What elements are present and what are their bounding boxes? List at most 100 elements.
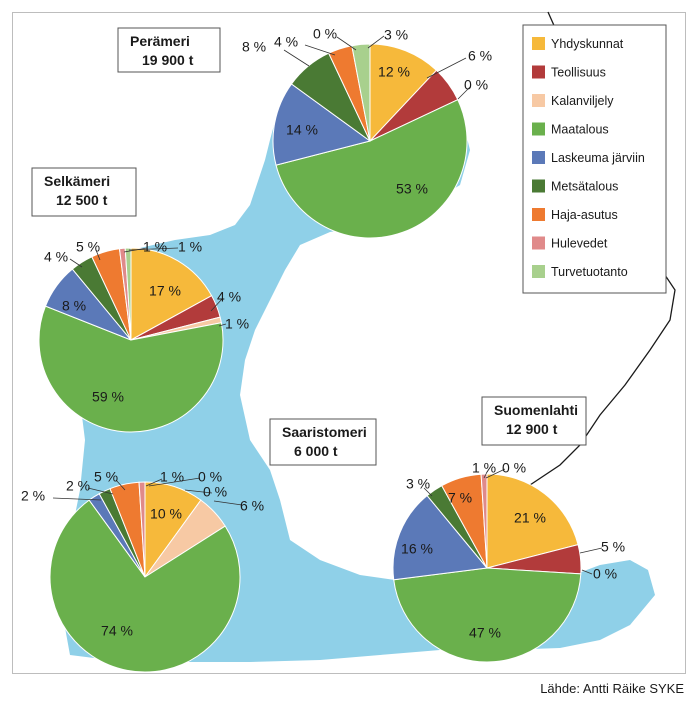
pie-perameri-label-yhdyskunnat: 12 % — [378, 64, 410, 80]
pie-selkameri-leader-metsatalous — [69, 258, 83, 268]
pie-selkameri-label-yhdyskunnat: 17 % — [149, 283, 181, 299]
pie-suomenlahti-total: 12 900 t — [506, 421, 558, 437]
legend-label-yhdyskunnat: Yhdyskunnat — [551, 37, 624, 51]
pie-suomenlahti-slice-hulevedet — [480, 473, 488, 569]
pie-selkameri-label-hulevedet: 1 % — [143, 239, 167, 255]
pie-perameri-slice-laskeuma-jarviin — [272, 83, 372, 166]
pie-suomenlahti-label-laskeuma-jarviin: 16 % — [401, 541, 433, 557]
pie-perameri-label-laskeuma-jarviin: 14 % — [286, 122, 318, 138]
legend-swatch-hulevedet — [532, 236, 545, 250]
legend-label-maatalous: Maatalous — [551, 123, 609, 137]
pie-selkameri-label-haja-asutus: 5 % — [76, 239, 100, 255]
legend-label-turvetuotanto: Turvetuotanto — [551, 265, 628, 279]
pie-suomenlahti-title: Suomenlahti — [494, 402, 578, 418]
pie-suomenlahti-label-kalanviljely: 0 % — [593, 566, 617, 582]
pie-saaristomeri-label-turvetuotanto: 0 % — [198, 469, 222, 485]
pie-perameri-label-haja-asutus: 4 % — [274, 34, 298, 50]
pie-suomenlahti-slice-laskeuma-jarviin — [392, 494, 488, 581]
legend-label-teollisuus: Teollisuus — [551, 66, 606, 80]
pie-suomenlahti-label-haja-asutus: 7 % — [448, 490, 472, 506]
pie-suomenlahti-slice-yhdyskunnat — [486, 473, 579, 569]
pie-perameri-slice-yhdyskunnat — [369, 43, 438, 143]
pie-suomenlahti-leader-teollisuus — [579, 547, 603, 554]
pie-selkameri-label-turvetuotanto: 1 % — [178, 239, 202, 255]
legend-swatch-metsatalous — [532, 179, 545, 193]
legend-label-metsatalous: Metsätalous — [551, 180, 618, 194]
pie-perameri-label-maatalous: 53 % — [396, 181, 428, 197]
legend-swatch-teollisuus — [532, 65, 545, 79]
pie-saaristomeri-label-teollisuus: 0 % — [203, 484, 227, 500]
pie-suomenlahti-label-yhdyskunnat: 21 % — [514, 510, 546, 526]
pie-saaristomeri-label-laskeuma-jarviin: 2 % — [21, 488, 45, 504]
pie-suomenlahti-leader-hulevedet — [483, 471, 488, 479]
source-credit: Lähde: Antti Räike SYKE — [540, 681, 684, 696]
pie-saaristomeri: 10 %0 %6 %74 %2 %2 %5 % 1 % 0 %Saaristomer… — [21, 418, 377, 673]
pie-perameri-leader-hulevedet — [336, 36, 357, 51]
pie-saaristomeri-leader-turvetuotanto — [148, 477, 201, 487]
pie-selkameri-leader-teollisuus — [210, 298, 223, 312]
pie-perameri: 12 % 6 % 0 % 53 % 14 % 8 % 4 % 0 % 3 % Perämeri 19… — [117, 26, 492, 239]
pie-perameri-leader-kalanviljely — [457, 86, 471, 100]
pie-suomenlahti-leader-metsatalous — [423, 487, 433, 497]
pie-suomenlahti-label-teollisuus: 5 % — [601, 539, 625, 555]
pie-saaristomeri-slice-maatalous — [49, 499, 241, 673]
pie-perameri-label-kalanviljely: 0 % — [464, 77, 488, 93]
legend-swatch-yhdyskunnat — [532, 37, 545, 50]
pie-perameri-title-box — [117, 27, 221, 73]
pie-selkameri-label-metsatalous: 4 % — [44, 249, 68, 265]
pie-suomenlahti-title-box — [481, 396, 587, 446]
pie-saaristomeri-title-box — [269, 418, 377, 466]
legend-box — [522, 24, 667, 294]
pie-saaristomeri-label-metsatalous: 2 % — [66, 478, 90, 494]
pie-saaristomeri-leader-haja-asutus — [115, 479, 126, 491]
legend-swatch-laskeuma-jarviin — [532, 151, 545, 164]
pie-saaristomeri-title: Saaristomeri — [282, 424, 367, 440]
pie-perameri-leader-haja-asutus — [304, 44, 336, 56]
pie-selkameri-label-teollisuus: 4 % — [217, 289, 241, 305]
legend-swatch-haja-asutus — [532, 208, 545, 221]
pie-perameri-label-teollisuus: 6 % — [468, 48, 492, 64]
pie-selkameri-label-kalanviljely: 1 % — [225, 316, 249, 332]
pie-suomenlahti: 21 % 5 % 0 % 47 % 16 % 3 % 7 %1 % 0 % Suomenlaht… — [392, 396, 625, 663]
legend-swatch-kalanviljely — [532, 94, 545, 107]
pie-suomenlahti-label-turvetuotanto: 0 % — [502, 460, 526, 476]
pie-perameri-label-turvetuotanto: 3 % — [384, 27, 408, 43]
pie-selkameri-total: 12 500 t — [56, 192, 108, 208]
pie-saaristomeri-leader-kalanviljely — [213, 500, 243, 506]
pie-saaristomeri-label-yhdyskunnat: 10 % — [150, 506, 182, 522]
pie-suomenlahti-leader-kalanviljely — [581, 569, 593, 575]
pie-perameri-title: Perämeri — [130, 33, 190, 49]
pie-selkameri-slice-yhdyskunnat — [130, 247, 213, 341]
pie-saaristomeri-leader-teollisuus — [184, 489, 213, 494]
pie-saaristomeri-leader-hulevedet — [145, 478, 163, 487]
pie-saaristomeri-label-haja-asutus: 5 % — [94, 469, 118, 485]
legend-label-haja-asutus: Haja-asutus — [551, 208, 618, 222]
pie-selkameri: 17 % 4 % 1 % 59 % 8 % 4 % 5 % 1 % 1 % Selkämeri 12… — [31, 167, 249, 433]
legend-swatch-turvetuotanto — [532, 265, 545, 278]
pie-saaristomeri-label-hulevedet: 1 % — [160, 469, 184, 485]
pie-saaristomeri-total: 6 000 t — [294, 443, 338, 459]
pie-suomenlahti-label-hulevedet: 1 % — [472, 460, 496, 476]
pie-perameri-label-hulevedet: 0 % — [313, 26, 337, 42]
pie-perameri-leader-turvetuotanto — [367, 35, 385, 49]
pie-selkameri-leader-turvetuotanto — [128, 247, 179, 251]
pie-saaristomeri-slice-hulevedet — [138, 481, 146, 578]
legend-label-kalanviljely: Kalanviljely — [551, 94, 614, 108]
legend: Yhdyskunnat Teollisuus Kalanviljely Maatalo… — [522, 24, 667, 294]
pie-perameri-slice-turvetuotanto — [351, 43, 371, 142]
pie-suomenlahti-leader-turvetuotanto — [485, 468, 506, 479]
pie-selkameri-title: Selkämeri — [44, 173, 110, 189]
pie-perameri-total: 19 900 t — [142, 52, 194, 68]
pie-perameri-leader-metsatalous — [283, 49, 310, 67]
pie-selkameri-leader-haja-asutus — [95, 249, 101, 261]
pie-selkameri-slice-maatalous — [38, 305, 224, 433]
pie-selkameri-leader-kalanviljely — [218, 323, 227, 327]
pie-saaristomeri-label-maatalous: 74 % — [101, 623, 133, 639]
pie-selkameri-label-maatalous: 59 % — [92, 389, 124, 405]
pie-suomenlahti-label-metsatalous: 3 % — [406, 476, 430, 492]
pie-saaristomeri-label-kalanviljely: 6 % — [240, 498, 264, 514]
pie-perameri-label-metsatalous: 8 % — [242, 39, 266, 55]
pie-perameri-slice-maatalous — [275, 99, 468, 239]
legend-swatch-maatalous — [532, 122, 545, 136]
